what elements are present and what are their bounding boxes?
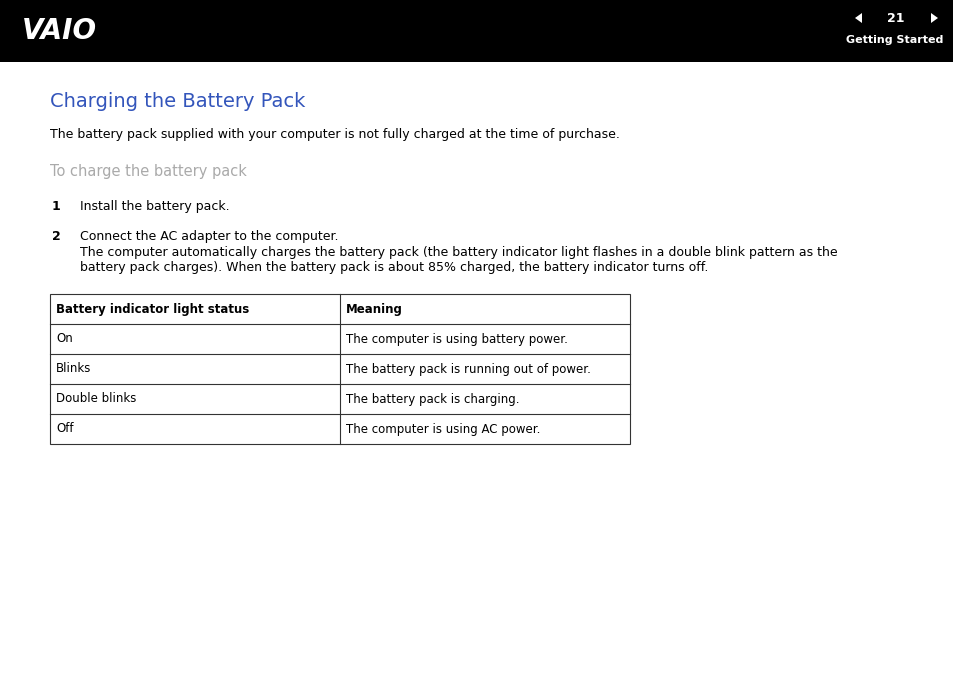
Polygon shape — [854, 13, 862, 23]
Text: To charge the battery pack: To charge the battery pack — [50, 164, 247, 179]
Text: The computer is using battery power.: The computer is using battery power. — [346, 332, 567, 346]
Text: Connect the AC adapter to the computer.: Connect the AC adapter to the computer. — [80, 230, 338, 243]
Text: Blinks: Blinks — [56, 363, 91, 375]
Bar — [50, 294, 629, 444]
Text: The computer is using AC power.: The computer is using AC power. — [346, 423, 539, 435]
Text: Getting Started: Getting Started — [844, 35, 942, 45]
Text: On: On — [56, 332, 72, 346]
Text: Battery indicator light status: Battery indicator light status — [56, 303, 249, 315]
Text: Off: Off — [56, 423, 73, 435]
Text: The battery pack is charging.: The battery pack is charging. — [346, 392, 519, 406]
Text: 2: 2 — [52, 230, 61, 243]
Text: Install the battery pack.: Install the battery pack. — [80, 200, 230, 213]
Text: 1: 1 — [52, 200, 61, 213]
Text: VAIO: VAIO — [22, 17, 97, 45]
Bar — [0, 0, 953, 62]
Text: The computer automatically charges the battery pack (the battery indicator light: The computer automatically charges the b… — [80, 246, 837, 274]
Text: 21: 21 — [886, 11, 903, 24]
Text: The battery pack supplied with your computer is not fully charged at the time of: The battery pack supplied with your comp… — [50, 128, 619, 141]
Text: Charging the Battery Pack: Charging the Battery Pack — [50, 92, 305, 111]
Text: Double blinks: Double blinks — [56, 392, 136, 406]
Text: The battery pack is running out of power.: The battery pack is running out of power… — [346, 363, 590, 375]
Text: Meaning: Meaning — [346, 303, 402, 315]
Polygon shape — [930, 13, 937, 23]
